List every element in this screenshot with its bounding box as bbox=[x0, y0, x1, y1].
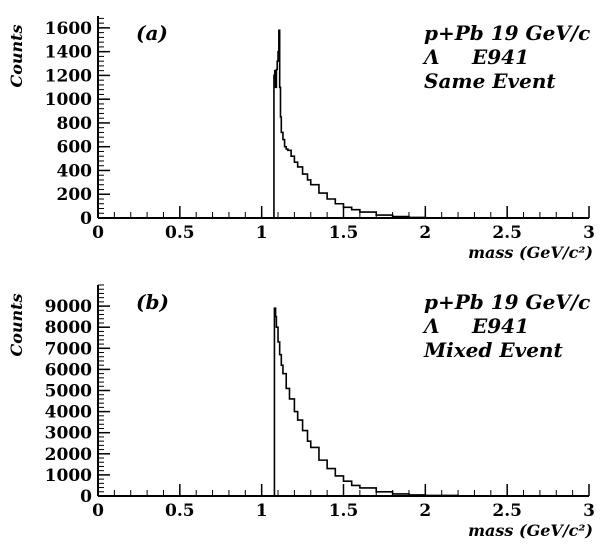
y-tick-label: 1000 bbox=[45, 466, 92, 486]
y-tick-label: 800 bbox=[57, 114, 93, 134]
x-tick-label: 2 bbox=[419, 501, 431, 521]
annotation-event-type: Same Event bbox=[424, 69, 556, 93]
x-tick-label: 1.5 bbox=[329, 223, 359, 243]
y-tick-label: 8000 bbox=[45, 318, 92, 338]
x-tick-label: 1 bbox=[256, 501, 268, 521]
annotation-experiment: E941 bbox=[471, 45, 529, 69]
x-axis-label: mass (GeV/c²) bbox=[468, 521, 593, 540]
annotation-particle: Λ bbox=[422, 45, 440, 69]
panel-label: (a) bbox=[136, 21, 168, 45]
x-tick-label: 2.5 bbox=[492, 223, 522, 243]
x-tick-label: 0 bbox=[92, 501, 104, 521]
x-axis-label: mass (GeV/c²) bbox=[468, 243, 593, 262]
x-tick-label: 2.5 bbox=[492, 501, 522, 521]
y-tick-label: 2000 bbox=[45, 445, 92, 465]
x-tick-label: 2 bbox=[419, 223, 431, 243]
annotation-particle: Λ bbox=[422, 314, 440, 338]
x-tick-label: 1.5 bbox=[329, 501, 359, 521]
y-tick-label: 3000 bbox=[45, 424, 92, 444]
y-tick-label: 1600 bbox=[45, 19, 92, 39]
histogram-series bbox=[273, 307, 589, 497]
histogram-series bbox=[273, 29, 589, 219]
panel-label: (b) bbox=[136, 290, 169, 314]
y-tick-label: 6000 bbox=[45, 360, 92, 380]
y-tick-label: 600 bbox=[57, 138, 93, 158]
y-axis-label: Counts bbox=[7, 24, 26, 87]
x-tick-label: 3 bbox=[583, 501, 595, 521]
y-tick-label: 200 bbox=[57, 185, 93, 205]
chart-panel-1: 0 0.5 1 1.5 2 2.5 3 010002000300040005000600070… bbox=[7, 284, 595, 540]
y-tick-label: 1400 bbox=[45, 43, 92, 63]
x-tick-label: 0.5 bbox=[165, 223, 195, 243]
y-tick-label: 0 bbox=[80, 209, 92, 229]
annotation-experiment: E941 bbox=[471, 314, 529, 338]
annotation-beam: p+Pb 19 GeV/c bbox=[424, 21, 590, 45]
y-tick-label: 4000 bbox=[45, 403, 92, 423]
y-tick-label: 1200 bbox=[45, 66, 92, 86]
annotation-event-type: Mixed Event bbox=[423, 338, 563, 362]
x-tick-label: 0 bbox=[92, 223, 104, 243]
x-tick-label: 3 bbox=[583, 223, 595, 243]
x-tick-label: 1 bbox=[256, 223, 268, 243]
annotation-beam: p+Pb 19 GeV/c bbox=[424, 290, 590, 314]
y-tick-label: 9000 bbox=[45, 297, 92, 317]
chart-panel-0: 0 0.5 1 1.5 2 2.5 3 0 200 400 600 800 1000 1200 1400 16… bbox=[7, 16, 595, 262]
x-tick-label: 0.5 bbox=[165, 501, 195, 521]
y-tick-label: 5000 bbox=[45, 382, 92, 402]
y-tick-label: 7000 bbox=[45, 339, 92, 359]
y-tick-label: 1000 bbox=[45, 90, 92, 110]
y-axis-label: Counts bbox=[7, 293, 26, 356]
y-tick-label: 0 bbox=[80, 487, 92, 507]
y-tick-label: 400 bbox=[57, 161, 93, 181]
